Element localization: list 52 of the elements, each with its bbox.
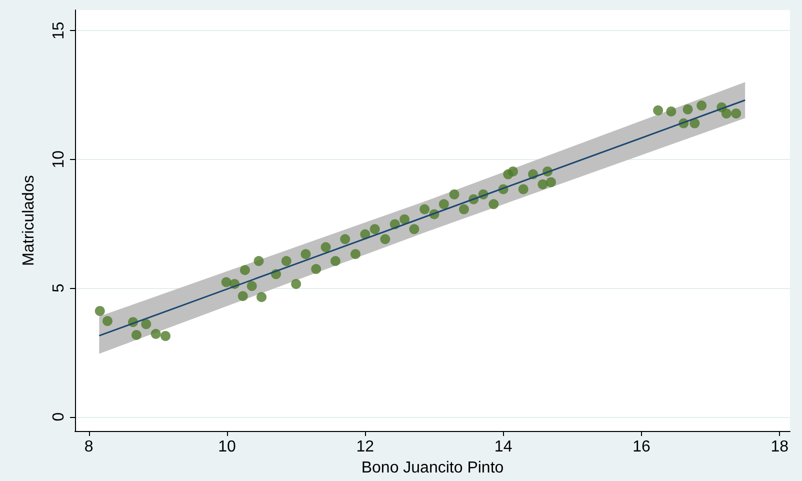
point (254, 256, 264, 266)
point (690, 118, 700, 128)
point (380, 234, 390, 244)
point (300, 249, 311, 260)
point (653, 105, 664, 116)
x-axis-title: Bono Juancito Pinto (361, 459, 504, 476)
x-tick-label: 8 (84, 438, 94, 456)
point (488, 199, 499, 210)
point (666, 106, 676, 116)
point (221, 277, 232, 288)
point (508, 166, 518, 176)
x-tick-label: 14 (494, 438, 512, 456)
x-tick-label: 10 (218, 438, 236, 456)
point (409, 224, 420, 234)
point (330, 256, 340, 266)
point (350, 249, 360, 260)
point (340, 234, 350, 244)
point (102, 316, 112, 326)
y-tick-label: 0 (50, 412, 68, 422)
point (141, 319, 152, 330)
point (538, 179, 548, 190)
point (94, 306, 105, 316)
point (281, 256, 292, 266)
point (291, 278, 302, 289)
x-tick-label: 16 (632, 438, 650, 456)
point (731, 108, 742, 119)
point (311, 264, 322, 274)
point (320, 242, 331, 252)
point (458, 204, 469, 214)
point (546, 177, 556, 188)
point (246, 281, 257, 292)
point (370, 224, 380, 234)
point (438, 199, 449, 210)
y-axis-title: Matriculados (20, 175, 38, 266)
x-tick-label: 12 (356, 438, 374, 456)
point (256, 292, 267, 302)
point (238, 291, 248, 302)
y-tick-label: 15 (50, 22, 68, 40)
point (682, 104, 693, 114)
point (150, 328, 161, 339)
x-tick-label: 18 (770, 438, 789, 456)
point (131, 330, 142, 340)
point (400, 214, 410, 224)
point (518, 184, 528, 194)
point (240, 265, 250, 276)
y-tick-label: 5 (50, 284, 68, 293)
point (449, 189, 460, 200)
point (420, 204, 430, 214)
point (160, 330, 170, 341)
y-tick-label: 10 (50, 150, 68, 168)
point (721, 108, 732, 119)
point (696, 100, 707, 111)
